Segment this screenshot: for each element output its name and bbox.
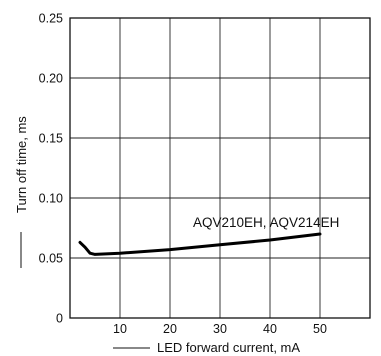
series-line: [78, 232, 322, 256]
gridlines: [70, 18, 370, 318]
x-axis-label: LED forward current, mA: [157, 340, 300, 355]
x-tick-label: 20: [163, 322, 177, 336]
x-tick-label: 30: [213, 322, 227, 336]
y-tick-label: 0.25: [39, 12, 63, 26]
y-tick-labels: 0 0.05 0.10 0.15 0.20 0.25: [39, 12, 63, 326]
plot-frame: [69, 17, 371, 319]
y-tick-label: 0.05: [39, 252, 63, 266]
y-axis-label: Turn off time, ms: [14, 116, 29, 213]
y-tick-label: 0: [56, 312, 63, 326]
y-tick-label: 0.20: [39, 72, 63, 86]
x-tick-label: 50: [313, 322, 327, 336]
series-annotation: AQV210EH, AQV214EH: [193, 215, 339, 230]
x-tick-labels: 10 20 30 40 50: [113, 322, 327, 336]
x-tick-label: 40: [263, 322, 277, 336]
y-tick-label: 0.15: [39, 132, 63, 146]
x-tick-label: 10: [113, 322, 127, 336]
y-tick-label: 0.10: [39, 192, 63, 206]
